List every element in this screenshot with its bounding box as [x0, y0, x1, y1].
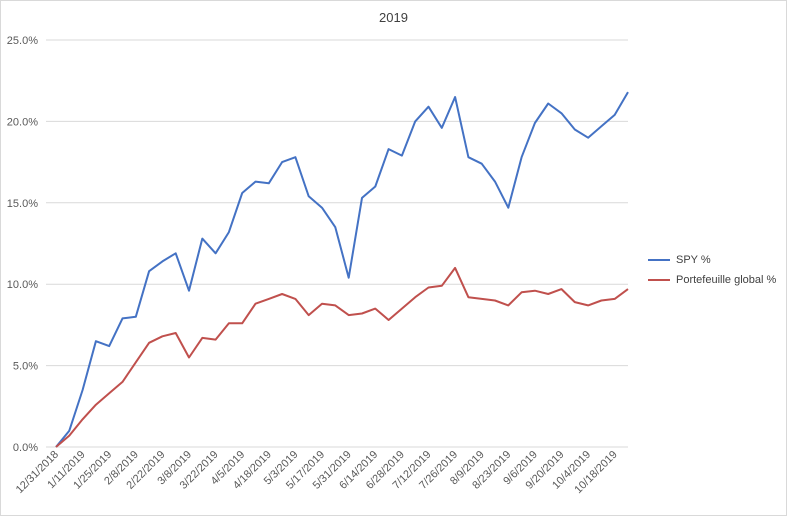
y-tick-label: 10.0%: [7, 279, 38, 291]
y-tick-label: 20.0%: [7, 116, 38, 128]
series-lines: [55, 91, 629, 448]
legend-label-portfolio: Portefeuille global %: [676, 274, 777, 286]
series-line-portfolio: [55, 266, 629, 448]
legend: SPY % Portefeuille global %: [648, 250, 776, 290]
legend-item-portfolio: Portefeuille global %: [648, 270, 776, 290]
legend-label-spy: SPY %: [676, 254, 711, 266]
legend-swatch-portfolio: [648, 279, 670, 281]
legend-item-spy: SPY %: [648, 250, 776, 270]
gridlines: [46, 39, 628, 448]
x-axis-tick-labels: 12/31/20181/11/20191/25/20192/8/20192/22…: [14, 449, 620, 496]
y-tick-label: 15.0%: [7, 198, 38, 210]
legend-swatch-spy: [648, 259, 670, 261]
y-axis-tick-labels: 0.0% 5.0% 10.0% 15.0% 20.0% 25.0%: [7, 35, 38, 454]
y-tick-label: 0.0%: [13, 442, 38, 454]
chart-title: 2019: [379, 10, 408, 25]
y-tick-label: 5.0%: [13, 361, 38, 373]
y-tick-label: 25.0%: [7, 35, 38, 47]
series-line-spy: [55, 91, 629, 448]
